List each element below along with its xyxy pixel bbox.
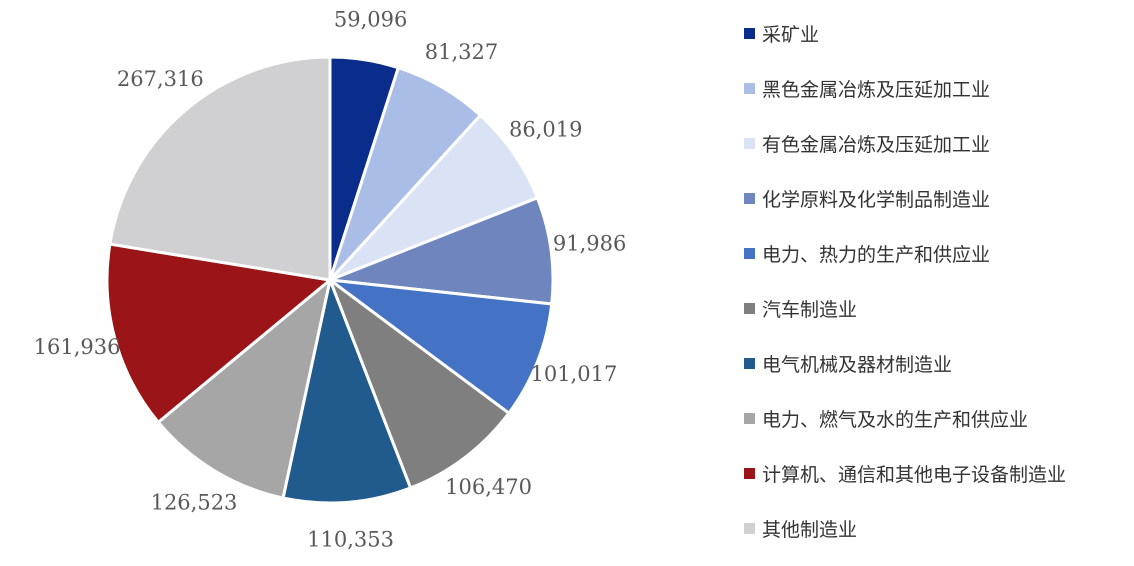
- legend-swatch: [744, 522, 755, 534]
- data-label: 106,470: [445, 475, 532, 499]
- data-label: 161,936: [34, 335, 121, 359]
- legend-item: 汽车制造业: [744, 291, 1066, 325]
- legend-swatch: [744, 467, 755, 479]
- pie-chart: 59,096 81,327 86,019 91,986 101,017 106,470 11…: [34, 8, 627, 552]
- legend-swatch: [744, 357, 755, 369]
- legend-label: 采矿业: [762, 23, 820, 46]
- legend-swatch: [744, 247, 755, 259]
- legend-item: 计算机、通信和其他电子设备制造业: [744, 456, 1066, 490]
- legend-item: 化学原料及化学制品制造业: [744, 181, 1066, 215]
- legend-item: 黑色金属冶炼及压延加工业: [744, 71, 1066, 105]
- pie-slice: [105, 242, 332, 424]
- legend-label: 黑色金属冶炼及压延加工业: [762, 78, 991, 101]
- data-label: 81,327: [425, 40, 498, 64]
- legend-item: 电力、热力的生产和供应业: [744, 236, 1066, 270]
- data-label: 126,523: [151, 491, 238, 515]
- legend-item: 其他制造业: [744, 511, 1066, 545]
- pie-slices: [105, 55, 555, 505]
- legend-swatch: [744, 412, 755, 424]
- legend-swatch: [744, 27, 755, 39]
- legend-item: 有色金属冶炼及压延加工业: [744, 126, 1066, 160]
- pie-slice: [108, 55, 332, 282]
- pie-slice: [328, 196, 555, 306]
- legend-swatch: [744, 192, 755, 204]
- legend-label: 电力、燃气及水的生产和供应业: [762, 408, 1029, 431]
- legend: 采矿业 黑色金属冶炼及压延加工业 有色金属冶炼及压延加工业 化学原料及化学制品制…: [744, 16, 1066, 566]
- legend-label: 电气机械及器材制造业: [762, 353, 953, 376]
- data-label: 101,017: [530, 362, 617, 386]
- data-labels: 59,096 81,327 86,019 91,986 101,017 106,470 11…: [34, 8, 627, 552]
- legend-item: 采矿业: [744, 16, 1066, 50]
- legend-label: 化学原料及化学制品制造业: [762, 188, 991, 211]
- legend-swatch: [744, 137, 755, 149]
- legend-item: 电气机械及器材制造业: [744, 346, 1066, 380]
- data-label: 110,353: [307, 528, 394, 552]
- data-label: 267,316: [117, 67, 204, 91]
- legend-label: 计算机、通信和其他电子设备制造业: [762, 463, 1067, 486]
- pie-slice: [156, 278, 332, 500]
- data-label: 91,986: [553, 231, 626, 255]
- legend-swatch: [744, 302, 755, 314]
- legend-label: 其他制造业: [762, 518, 858, 541]
- data-label: 59,096: [334, 8, 407, 32]
- legend-swatch: [744, 82, 755, 94]
- pie-slice: [328, 278, 554, 415]
- legend-item: 电力、燃气及水的生产和供应业: [744, 401, 1066, 435]
- pie-slice: [328, 113, 539, 282]
- pie-slice: [328, 278, 511, 490]
- pie-slice: [281, 278, 413, 505]
- legend-label: 汽车制造业: [762, 298, 858, 321]
- data-label: 86,019: [509, 118, 582, 142]
- legend-label: 电力、热力的生产和供应业: [762, 243, 991, 266]
- legend-label: 有色金属冶炼及压延加工业: [762, 133, 991, 156]
